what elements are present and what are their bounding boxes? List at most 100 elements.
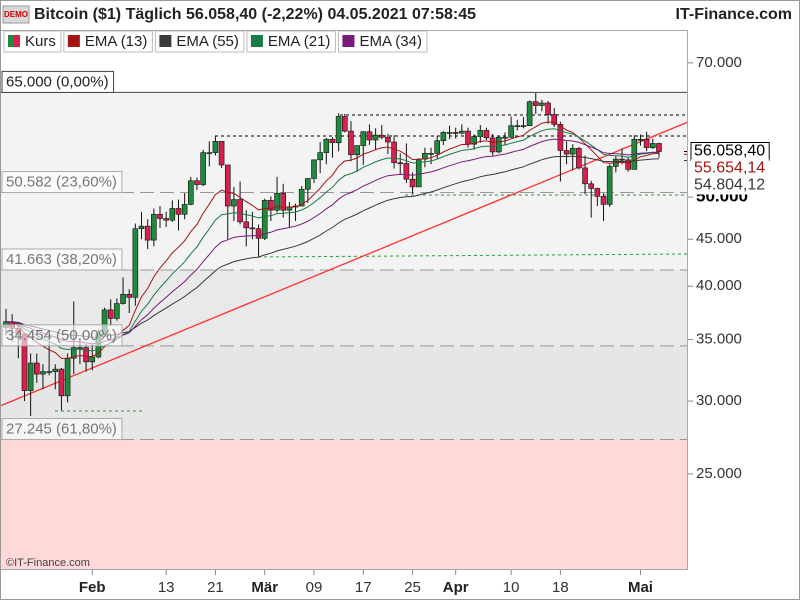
legend-icon bbox=[250, 35, 263, 47]
candle-body bbox=[354, 145, 360, 156]
candle-body bbox=[224, 164, 231, 207]
candle-body bbox=[483, 130, 490, 139]
trend-line bbox=[0, 121, 688, 407]
candle-body bbox=[323, 138, 330, 153]
candle-body bbox=[606, 166, 613, 205]
fib-label: 41.663 (38,20%) bbox=[6, 251, 117, 268]
candle-body bbox=[255, 228, 262, 239]
y-tick-label: 70.000 bbox=[696, 54, 742, 71]
candle-body bbox=[52, 368, 59, 372]
candle-body bbox=[366, 131, 373, 141]
x-tick-label: 17 bbox=[355, 579, 372, 596]
candle-body bbox=[594, 188, 601, 197]
candle-body bbox=[120, 294, 126, 304]
candle-body bbox=[151, 213, 157, 241]
legend-icon bbox=[67, 35, 80, 47]
fib-label-box bbox=[1, 324, 123, 347]
x-tick-label: Mär bbox=[251, 579, 278, 596]
candle-body bbox=[656, 143, 662, 152]
candle-body bbox=[372, 134, 379, 141]
candle-body bbox=[502, 136, 508, 139]
candle-body bbox=[471, 136, 477, 145]
fib-band bbox=[0, 439, 688, 570]
candle-body bbox=[114, 303, 120, 319]
candle-body bbox=[243, 221, 250, 229]
candle-body bbox=[181, 204, 188, 215]
candle-body bbox=[489, 137, 496, 153]
candle-body bbox=[218, 141, 225, 166]
candle-body bbox=[440, 132, 447, 141]
candle-body bbox=[532, 101, 539, 106]
candle-body bbox=[576, 148, 582, 169]
candle-body bbox=[600, 196, 607, 205]
candle-body bbox=[311, 159, 317, 179]
copyright: ©IT-Finance.com bbox=[6, 557, 90, 569]
legend-item: Kurs bbox=[3, 30, 62, 53]
legend-icon bbox=[8, 35, 14, 47]
x-tick-label: 18 bbox=[552, 579, 569, 596]
candle-body bbox=[175, 208, 182, 215]
candle-body bbox=[89, 356, 96, 363]
candle-body bbox=[545, 102, 551, 115]
x-tick-label: Mai bbox=[628, 579, 653, 596]
x-tick-label: 10 bbox=[503, 579, 520, 596]
candle-body bbox=[391, 141, 397, 164]
candle-body bbox=[378, 134, 385, 138]
candle-body bbox=[305, 178, 311, 190]
candle-body bbox=[341, 116, 348, 132]
fib-label-box bbox=[1, 70, 115, 93]
candle-body bbox=[70, 347, 77, 359]
candle-body bbox=[446, 132, 453, 134]
brand: IT-Finance.com bbox=[676, 6, 792, 23]
badge: DEMO bbox=[4, 10, 28, 19]
price-label: 54.804,12 bbox=[694, 177, 765, 194]
legend-item: EMA (34) bbox=[337, 30, 428, 53]
candle-body bbox=[329, 138, 336, 144]
candle-body bbox=[194, 180, 200, 185]
x-tick-label: 21 bbox=[207, 579, 224, 596]
candle-body bbox=[231, 199, 237, 207]
annotations bbox=[0, 114, 688, 412]
candle-body bbox=[514, 125, 521, 128]
price-label-box bbox=[691, 176, 770, 195]
candle-body bbox=[212, 141, 219, 153]
candle-body bbox=[268, 200, 274, 211]
candle-body bbox=[132, 228, 139, 298]
candle-body bbox=[588, 183, 595, 189]
candle-body bbox=[526, 101, 533, 127]
price-label-box bbox=[691, 159, 770, 178]
legend-item: EMA (55) bbox=[154, 30, 245, 53]
fib-label: 65.000 (0,00%) bbox=[6, 73, 109, 90]
candle-body bbox=[40, 371, 46, 375]
candle-body bbox=[144, 225, 151, 241]
candle-body bbox=[200, 152, 206, 185]
candle-body bbox=[495, 136, 502, 153]
candle-body bbox=[557, 124, 564, 151]
fib-label-box bbox=[1, 418, 123, 441]
candle-body bbox=[348, 130, 354, 156]
candle-body bbox=[335, 116, 342, 144]
candle-body bbox=[582, 167, 588, 185]
candle-body bbox=[409, 178, 416, 188]
fib-label: 50.582 (23,60%) bbox=[6, 174, 117, 191]
candle-body bbox=[452, 132, 459, 134]
candle-body bbox=[83, 347, 89, 363]
x-tick-label: 13 bbox=[158, 579, 175, 596]
candle-body bbox=[459, 130, 465, 134]
candle-body bbox=[520, 125, 527, 128]
candle-body bbox=[619, 158, 625, 161]
candle-body bbox=[46, 371, 52, 373]
candle-body bbox=[274, 192, 280, 211]
candle-body bbox=[643, 138, 650, 148]
candle-body bbox=[298, 188, 305, 207]
fib-label-box bbox=[1, 171, 123, 194]
candle-body bbox=[317, 152, 323, 161]
y-tick-label: 40.000 bbox=[696, 277, 742, 294]
candle-body bbox=[64, 357, 71, 397]
y-tick-label: 45.000 bbox=[696, 230, 742, 247]
candle-body bbox=[58, 368, 65, 397]
candle-body bbox=[434, 140, 441, 154]
legend-label: EMA (13) bbox=[85, 33, 148, 50]
candle-body bbox=[385, 136, 391, 143]
candle-body bbox=[539, 102, 545, 106]
